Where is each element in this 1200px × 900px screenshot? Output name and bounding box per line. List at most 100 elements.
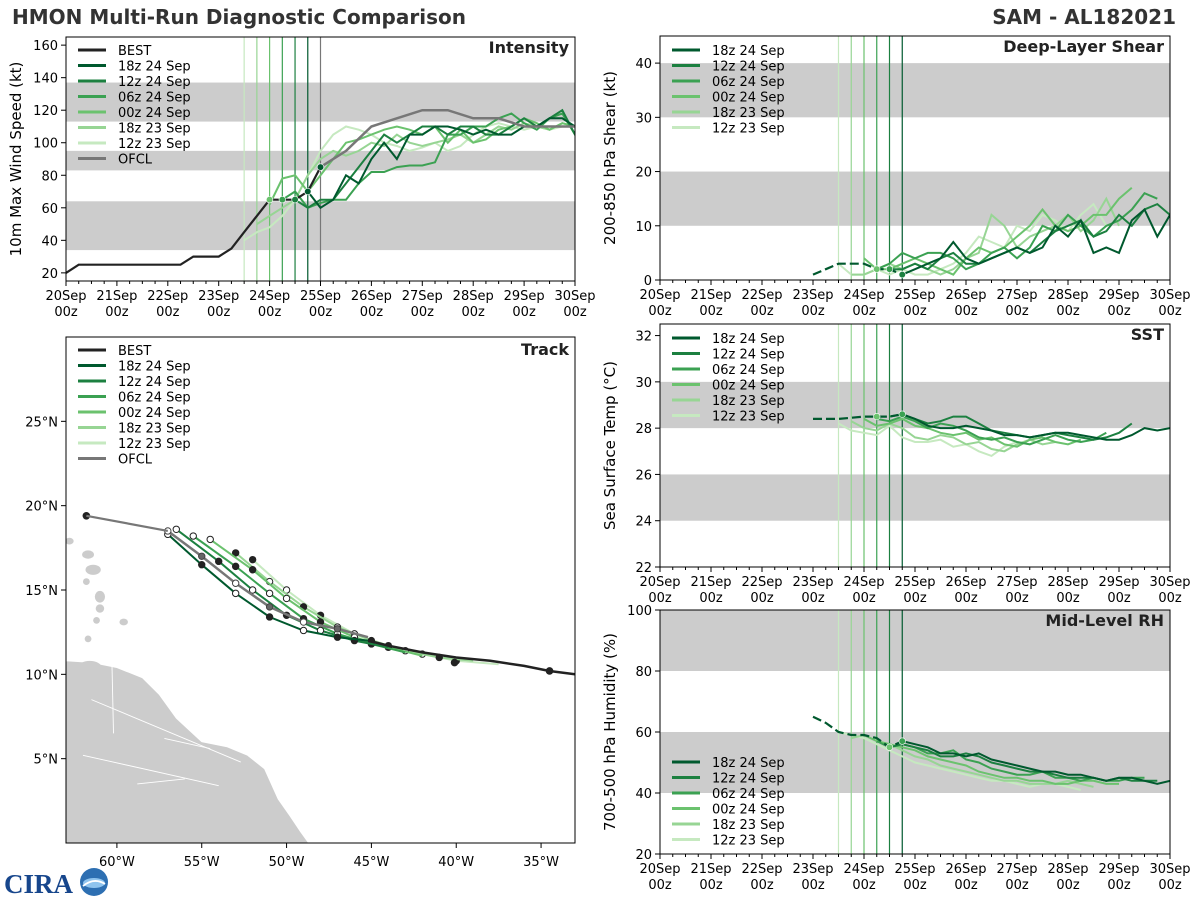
legend-label: 18z 24 Sep [712,44,785,59]
x-tick-label: 28Sep [1047,575,1088,590]
x-tick-label: 27Sep [996,862,1037,877]
island [82,578,90,585]
land-south-america [66,660,310,843]
x-tick-label: 23Sep [792,575,833,590]
x-tick-label: 22Sep [147,289,188,304]
ofcl-point [265,603,274,611]
track-point [333,633,342,641]
x-tick-label: 20Sep [639,288,680,303]
border-line [111,657,114,734]
x-tick-label: 25Sep [894,575,935,590]
x-tick-label: 20Sep [45,289,86,304]
x-tick-label: 25Sep [894,288,935,303]
sst-panel: 22242628303220Sep00z21Sep00z22Sep00z23Se… [601,323,1191,606]
legend-label: 12z 23 Sep [712,122,785,137]
island [85,564,101,575]
x-tick-label: 28Sep [1047,862,1088,877]
x-tick-label: 00z [360,305,384,320]
y-axis-label: 10m Max Wind Speed (kt) [7,62,25,257]
best-marker [304,187,312,196]
legend-label: 18z 24 Sep [118,60,191,75]
x-tick-label: 30Sep [1149,288,1190,303]
legend-label: BEST [118,44,151,59]
legend-label: 18z 24 Sep [712,332,785,347]
x-tick-label: 00z [852,591,876,606]
y-tick-label: 80 [635,665,652,680]
series-line [863,734,1119,785]
x-tick-label: 00z [156,305,180,320]
y-tick-label: 140 [33,72,58,87]
x-tick-label: 00z [903,304,927,319]
legend-label: 18z 24 Sep [712,756,785,771]
y-tick-label: 30 [635,376,652,391]
shaded-band [660,610,1170,671]
x-tick-label: 00z [903,878,927,893]
globe-icon [80,868,108,896]
series-line [889,413,1133,441]
cira-logo: CIRA [4,868,108,898]
x-tick-label: 00z [648,591,672,606]
y-tick-label: 60 [635,726,652,741]
legend-label: 12z 24 Sep [118,75,191,90]
series-line [902,740,1170,785]
x-tick-label: 29Sep [1098,862,1139,877]
x-tick-label: 00z [563,305,587,320]
legend-label: OFCL [118,453,153,468]
x-tick-label: 29Sep [504,289,545,304]
legend-label: 18z 23 Sep [118,422,191,437]
y-axis-label: 700-500 hPa Humidity (%) [601,633,619,831]
border-line [164,737,211,749]
x-tick-label: 00z [801,591,825,606]
y-tick-label: 40 [41,234,58,249]
intensity-series [66,108,575,274]
x-tick-label: 00z [648,878,672,893]
lat-tick-label: 15°N [25,584,58,599]
legend-label: 06z 24 Sep [712,363,785,378]
series-line [256,122,575,225]
track-point [231,589,240,598]
legend-label: 06z 24 Sep [712,787,785,802]
x-tick-label: 21Sep [690,288,731,303]
y-tick-label: 160 [33,39,58,54]
y-tick-label: 20 [41,267,58,282]
x-tick-label: 27Sep [402,289,443,304]
y-tick-label: 120 [33,104,58,119]
x-tick-label: 00z [258,305,282,320]
x-tick-label: 00z [1056,591,1080,606]
x-tick-label: 00z [750,304,774,319]
legend-label: 12z 23 Sep [712,834,785,849]
legend-label: 00z 24 Sep [118,406,191,421]
island [84,635,92,643]
legend-label: BEST [118,344,151,359]
track-point [265,589,274,598]
x-tick-label: 00z [750,878,774,893]
legend-label: OFCL [118,153,153,168]
legend-label: 12z 24 Sep [712,60,785,75]
x-tick-label: 24Sep [249,289,290,304]
lat-tick-label: 25°N [25,415,58,430]
best-marker [898,737,906,745]
x-tick-label: 23Sep [198,289,239,304]
y-tick-label: 28 [635,422,652,437]
y-tick-label: 30 [635,111,652,126]
storm-id: SAM - AL182021 [992,5,1176,29]
track-point [231,549,240,557]
series-line [876,191,1158,271]
best-marker [898,410,906,418]
x-tick-label: 22Sep [741,575,782,590]
x-tick-label: 00z [1158,591,1182,606]
rh-series [812,715,1170,791]
best-track-point [545,667,554,675]
panel-title: Track [521,340,569,359]
x-tick-label: 00z [462,305,486,320]
legend-label: 00z 24 Sep [712,803,785,818]
x-tick-label: 28Sep [1047,288,1088,303]
best-marker [885,743,894,751]
y-tick-label: 100 [33,137,58,152]
best-marker [885,265,894,273]
shaded-band [660,63,1170,118]
series-line [901,207,1170,276]
